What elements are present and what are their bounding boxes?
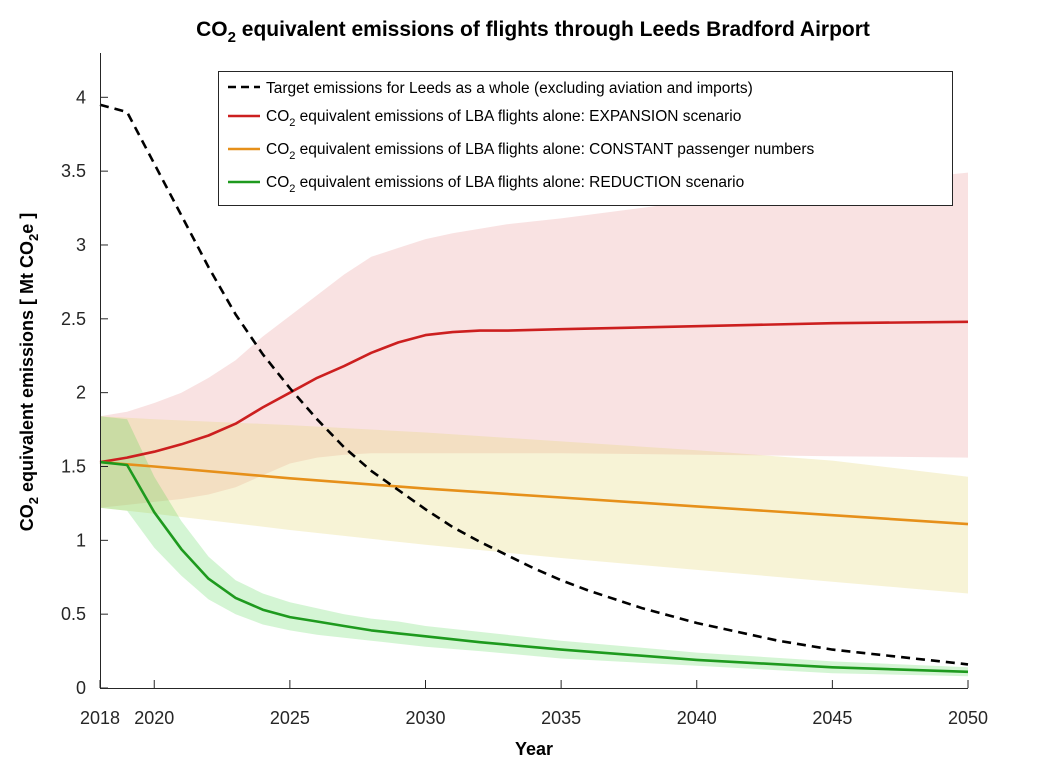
series-lines	[99, 103, 969, 674]
confidence-bands	[100, 172, 968, 677]
y-tick-label: 3	[76, 235, 86, 255]
y-axis-label: CO2 equivalent emissions [ Mt CO2e ]	[17, 213, 41, 532]
y-tick-label: 4	[76, 87, 86, 107]
x-tick-label: 2050	[948, 708, 988, 728]
legend-label-expansion: CO2 equivalent emissions of LBA flights …	[266, 108, 741, 129]
y-ticks: 0 0.5 1 1.5 2 2.5 3 3.5 4	[61, 87, 108, 698]
legend-box	[218, 71, 953, 206]
y-tick-label: 0	[76, 678, 86, 698]
series-line-target	[99, 103, 969, 666]
legend-label-reduction: CO2 equivalent emissions of LBA flights …	[266, 174, 744, 195]
x-axis-label: Year	[515, 739, 553, 759]
band-reduction	[100, 416, 968, 677]
y-tick-label: 0.5	[61, 604, 86, 624]
x-tick-label: 2035	[541, 708, 581, 728]
x-tick-label: 2025	[270, 708, 310, 728]
legend-label-constant: CO2 equivalent emissions of LBA flights …	[266, 141, 815, 162]
series-line-reduction	[99, 460, 969, 674]
axes	[100, 53, 968, 689]
legend: Target emissions for Leeds as a whole (e…	[218, 71, 953, 206]
y-tick-label: 1	[76, 530, 86, 550]
x-tick-label: 2020	[134, 708, 174, 728]
y-tick-label: 2.5	[61, 309, 86, 329]
legend-label-target: Target emissions for Leeds as a whole (e…	[266, 80, 753, 97]
x-tick-label: 2018	[80, 708, 120, 728]
y-tick-label: 1.5	[61, 456, 86, 476]
x-tick-label: 2045	[812, 708, 852, 728]
series-line-expansion	[99, 320, 969, 464]
x-tick-label: 2030	[405, 708, 445, 728]
x-ticks: 2018 2020 2025 2030 2035 2040 2045 2050	[80, 680, 988, 728]
band-constant	[100, 416, 968, 594]
x-tick-label: 2040	[677, 708, 717, 728]
chart-title: CO2 equivalent emissions of flights thro…	[196, 18, 870, 46]
band-expansion	[100, 172, 968, 508]
y-tick-label: 2	[76, 383, 86, 403]
series-line-constant	[99, 460, 969, 526]
y-tick-label: 3.5	[61, 161, 86, 181]
